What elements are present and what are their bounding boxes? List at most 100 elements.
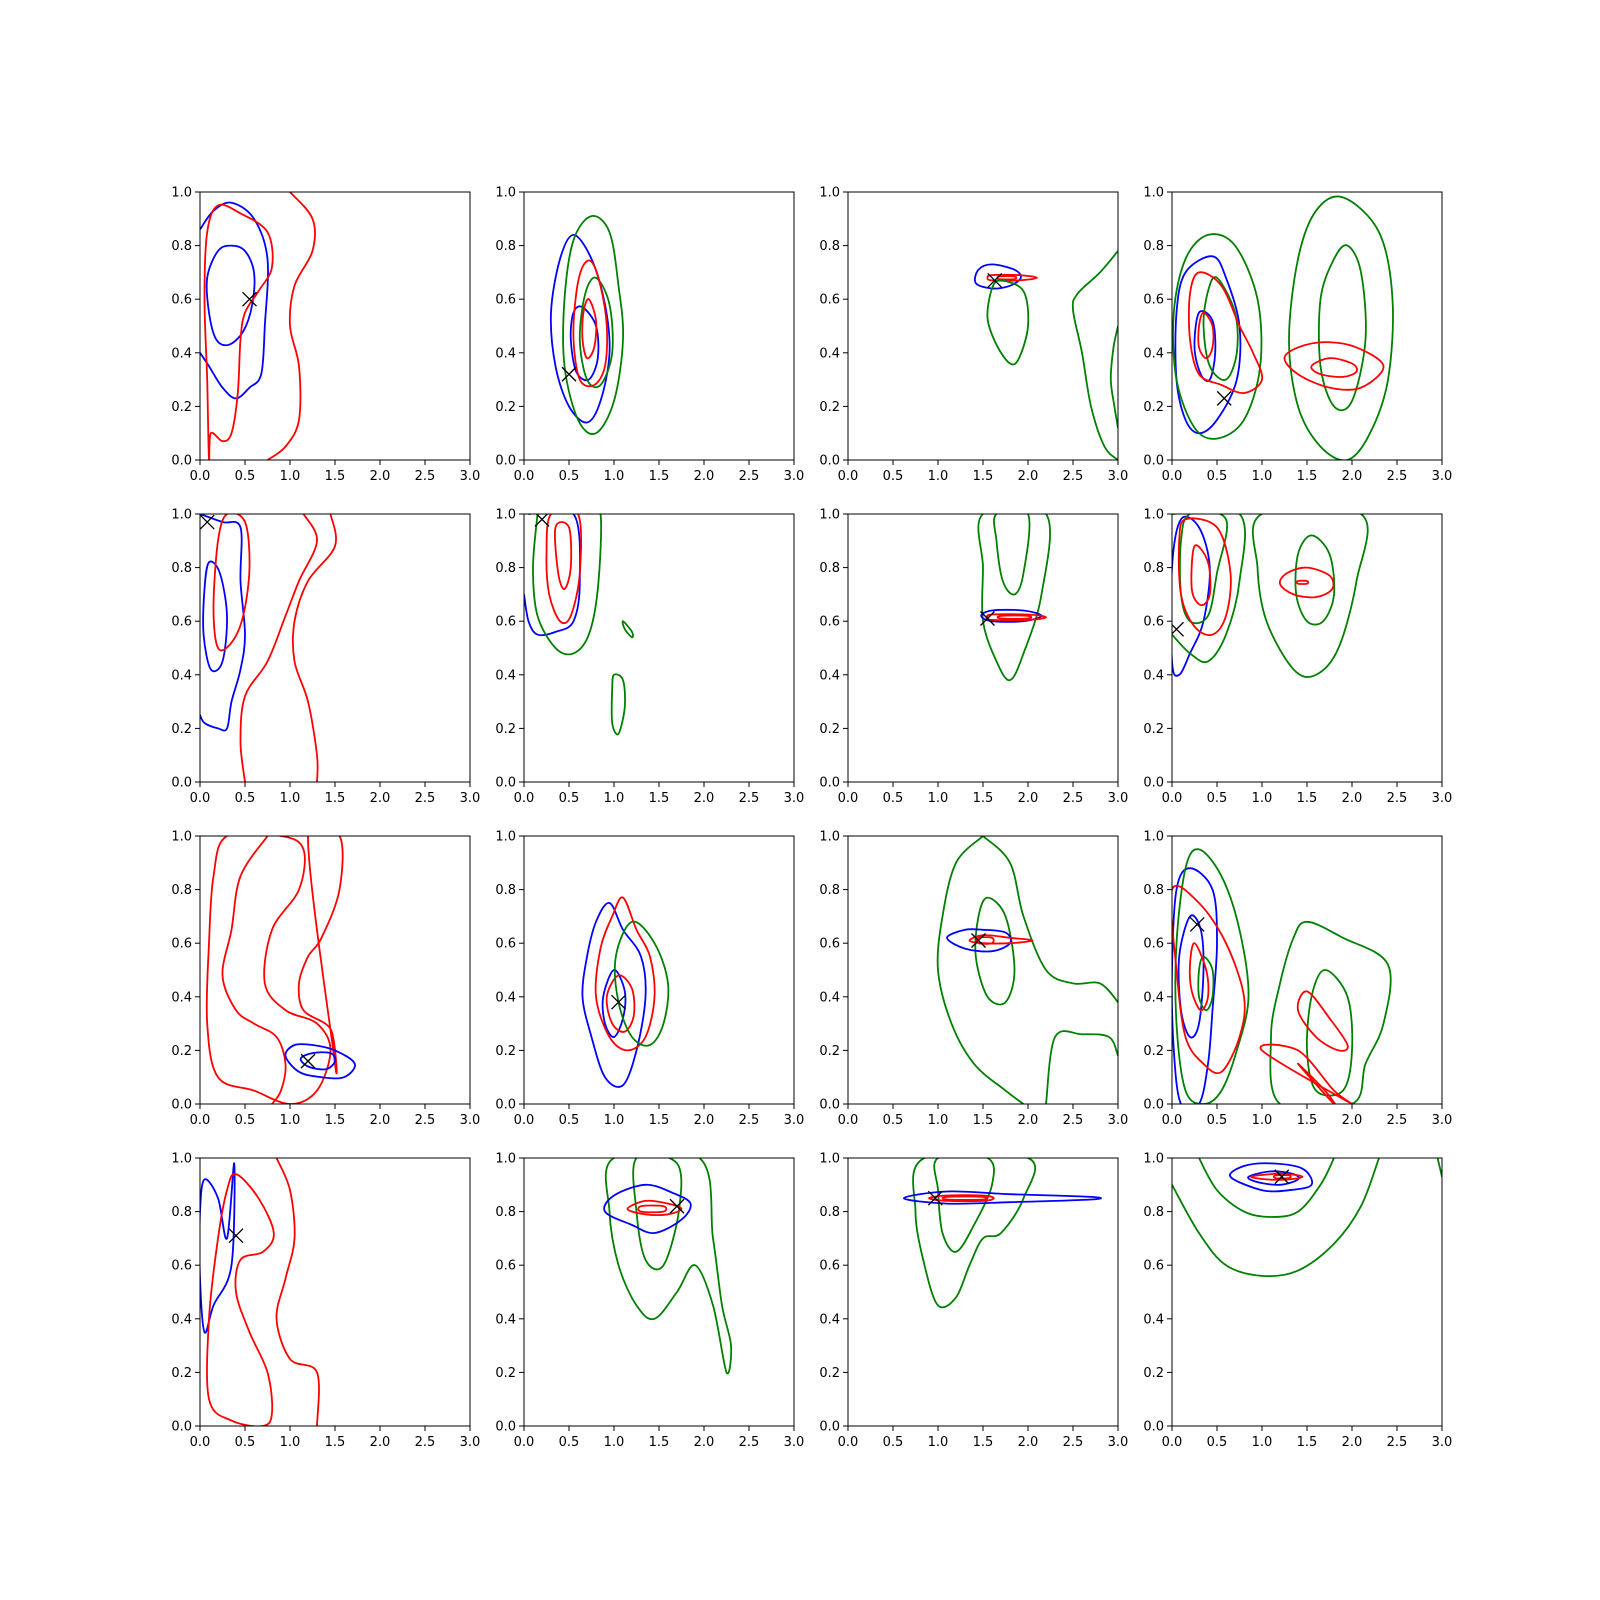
x-marker [1172, 621, 1184, 637]
y-tick-label: 0.2 [171, 1044, 192, 1059]
y-tick-label: 0.2 [495, 400, 516, 415]
y-tick-label: 0.4 [819, 346, 840, 361]
x-tick-label: 1.5 [973, 1435, 994, 1450]
y-tick-label: 0.4 [495, 990, 516, 1005]
y-tick-label: 0.4 [495, 346, 516, 361]
red-contour-line [1197, 311, 1215, 360]
x-tick-label: 1.5 [1297, 1435, 1318, 1450]
y-tick-label: 0.0 [495, 454, 516, 469]
x-tick-label: 2.5 [1387, 1435, 1408, 1450]
x-tick-label: 1.0 [1252, 1435, 1273, 1450]
x-tick-label: 3.0 [1108, 1113, 1129, 1128]
y-tick-label: 0.4 [1143, 668, 1164, 683]
x-marker [534, 514, 550, 527]
x-marker [927, 1190, 943, 1206]
x-tick-label: 2.0 [1342, 469, 1363, 484]
green-contour-line [621, 620, 634, 639]
red-contour-line [1188, 942, 1210, 1012]
x-tick-label: 2.5 [415, 1113, 436, 1128]
x-tick-label: 0.5 [883, 791, 904, 806]
x-marker [1274, 1169, 1290, 1185]
x-tick-label: 3.0 [784, 1113, 805, 1128]
x-tick-label: 1.0 [280, 1435, 301, 1450]
x-tick-label: 2.0 [370, 791, 391, 806]
x-tick-label: 2.5 [1063, 791, 1084, 806]
x-tick-label: 0.0 [190, 1435, 211, 1450]
x-tick-label: 2.5 [1063, 469, 1084, 484]
x-tick-label: 3.0 [460, 1113, 481, 1128]
red-contour-line [626, 1199, 683, 1216]
y-tick-label: 0.4 [171, 990, 192, 1005]
x-tick-label: 1.0 [604, 469, 625, 484]
green-contour-line [936, 836, 1025, 1104]
x-tick-label: 0.0 [1162, 1113, 1183, 1128]
y-tick-label: 0.0 [1143, 1098, 1164, 1113]
green-contour-line [977, 514, 1051, 682]
y-tick-label: 0.2 [819, 400, 840, 415]
x-tick-label: 3.0 [1108, 791, 1129, 806]
y-tick-label: 0.2 [171, 1366, 192, 1381]
blue-contour-line [603, 1183, 692, 1234]
y-tick-label: 0.6 [819, 293, 840, 308]
x-tick-label: 2.0 [694, 1435, 715, 1450]
x-marker [228, 1228, 244, 1244]
y-tick-label: 1.0 [495, 186, 516, 201]
red-contour-line [206, 1173, 275, 1426]
y-tick-label: 0.0 [819, 1098, 840, 1113]
x-tick-label: 2.0 [694, 791, 715, 806]
blue-contour-line [284, 1043, 356, 1080]
x-tick-label: 2.5 [415, 791, 436, 806]
y-tick-label: 0.2 [819, 722, 840, 737]
x-tick-label: 0.5 [235, 791, 256, 806]
x-tick-label: 0.5 [559, 791, 580, 806]
y-tick-label: 1.0 [171, 508, 192, 523]
blue-contour-line [200, 1162, 236, 1334]
red-contour-line [1250, 1172, 1304, 1181]
x-tick-label: 1.5 [973, 469, 994, 484]
x-tick-label: 1.5 [325, 1435, 346, 1450]
y-tick-label: 0.8 [819, 1205, 840, 1220]
y-tick-label: 1.0 [1143, 508, 1164, 523]
green-contour-line [1269, 920, 1392, 1104]
y-tick-label: 0.2 [171, 400, 192, 415]
x-tick-label: 0.0 [514, 1113, 535, 1128]
subplot-3-0: 0.0 0.5 1.0 1.5 2.0 2.5 3.0 0.0 0.2 0.4 0.6 0.8 1.0 [171, 1152, 480, 1451]
y-tick-label: 1.0 [819, 186, 840, 201]
y-tick-label: 0.4 [171, 1312, 192, 1327]
red-contour-line [266, 192, 316, 460]
y-tick-label: 0.6 [1143, 1259, 1164, 1274]
y-tick-label: 0.0 [171, 1420, 192, 1435]
plot-area [1172, 848, 1392, 1104]
plot-area [1172, 1158, 1442, 1278]
x-tick-label: 0.0 [190, 469, 211, 484]
y-tick-label: 0.8 [1143, 239, 1164, 254]
x-tick-label: 0.0 [514, 469, 535, 484]
plot-area [902, 1158, 1103, 1309]
green-contour-line [993, 514, 1031, 596]
x-tick-label: 1.0 [1252, 469, 1273, 484]
y-tick-label: 0.6 [495, 937, 516, 952]
y-tick-label: 0.6 [171, 937, 192, 952]
red-contour-line [1310, 357, 1358, 378]
y-tick-label: 0.0 [1143, 776, 1164, 791]
x-tick-label: 2.5 [1387, 1113, 1408, 1128]
x-tick-label: 1.0 [280, 791, 301, 806]
x-tick-label: 0.5 [1207, 1435, 1228, 1450]
x-tick-label: 1.0 [928, 791, 949, 806]
x-tick-label: 1.0 [928, 469, 949, 484]
x-marker [561, 366, 577, 382]
y-tick-label: 0.6 [495, 615, 516, 630]
blue-contour-line [524, 514, 581, 637]
x-tick-label: 2.0 [1342, 1113, 1363, 1128]
plot-area [973, 250, 1118, 460]
green-contour-line [1288, 195, 1394, 460]
y-tick-label: 0.6 [1143, 937, 1164, 952]
blue-contour-line [200, 514, 246, 732]
y-tick-label: 0.2 [819, 1044, 840, 1059]
red-contour-line [554, 521, 573, 590]
green-contour-line [986, 279, 1030, 366]
x-tick-label: 2.5 [739, 1113, 760, 1128]
x-tick-label: 0.0 [190, 791, 211, 806]
y-tick-label: 0.2 [171, 722, 192, 737]
green-contour-line [1109, 325, 1118, 428]
